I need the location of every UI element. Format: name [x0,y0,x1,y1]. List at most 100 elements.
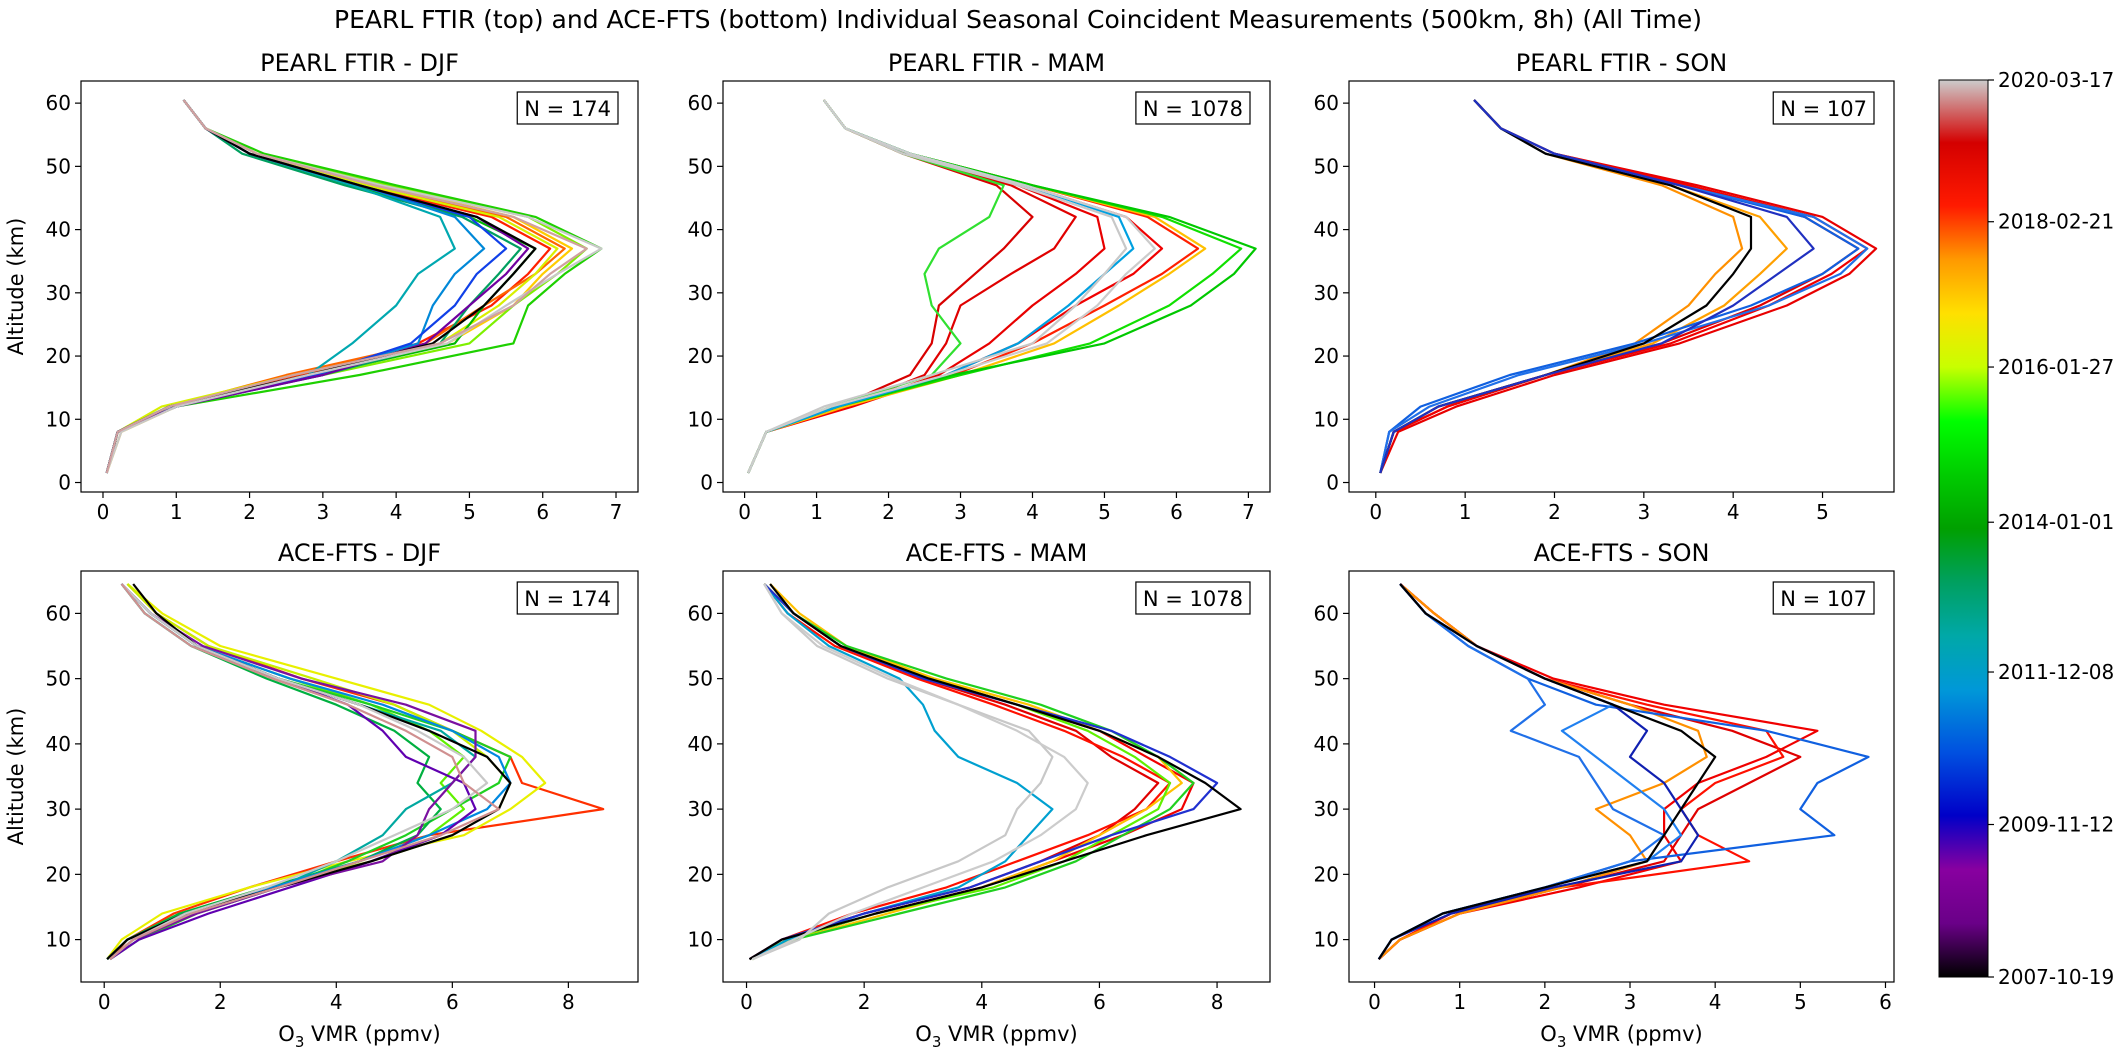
x-tick-label: 3 [316,500,329,524]
x-axis-label: O3 VMR (ppmv) [915,1022,1077,1047]
series-line-9 [747,99,1005,474]
series-line-7 [751,583,1054,961]
x-tick-label: 6 [1170,500,1183,524]
colorbar-ticks: 2020-03-17 2018-02-21 2016-01-27 2014-01-01… [1988,68,2114,989]
y-axis-label: Altitude (km) [4,218,28,356]
series-line-11 [751,583,1089,961]
series-line-3 [1378,583,1785,961]
series-line-10 [109,583,477,961]
y-tick-label: 30 [688,281,713,305]
y-tick-label: 40 [688,218,713,242]
series-line-10 [751,583,1054,961]
x-tick-label: 7 [1242,500,1255,524]
sample-count-badge: N = 107 [1772,91,1875,125]
x-tick-label: 2 [1548,500,1561,524]
series-group [1379,99,1878,474]
x-tick-label: 5 [1794,990,1807,1014]
series-line-6 [1379,99,1860,474]
colorbar-tick-label: 2007-10-19 [1998,965,2114,989]
y-tick-label: 40 [1314,218,1339,242]
series-line-9 [109,583,477,961]
y-tick-label: 50 [46,154,71,178]
axes-frame [80,570,639,983]
sample-count-badge: N = 107 [1772,581,1875,615]
y-tick-label: 0 [700,471,713,495]
x-tick-label: 6 [1879,990,1892,1014]
sample-count-badge: N = 1078 [1135,581,1251,615]
axes-frame [1348,570,1895,983]
sample-count-badge: N = 174 [516,91,619,125]
y-tick-label: 60 [46,91,71,115]
series-line-5 [748,583,1172,961]
y-tick-label: 40 [46,732,71,756]
x-tick-label: 0 [738,500,751,524]
series-line-13 [105,99,537,474]
colorbar-tick-label: 2020-03-17 [1998,68,2114,92]
x-tick-label: 4 [390,500,403,524]
series-group [747,99,1257,474]
x-tick-label: 6 [446,990,459,1014]
y-axis-label: Altitude (km) [4,708,28,846]
colorbar-tick-label: 2011-12-08 [1998,660,2114,684]
x-tick-label: 4 [975,990,988,1014]
y-tick-label: 30 [1314,281,1339,305]
x-tick-label: 0 [97,500,110,524]
series-line-13 [109,583,500,961]
panel-title: PEARL FTIR - SON [1516,49,1728,77]
x-tick-label: 1 [810,500,823,524]
y-tick-label: 50 [46,667,71,691]
y-tick-label: 10 [46,407,71,431]
series-line-2 [105,99,566,474]
y-tick-label: 20 [688,344,713,368]
x-tick-label: 2 [882,500,895,524]
x-tick-label: 3 [954,500,967,524]
y-tick-label: 60 [688,91,713,115]
y-tick-label: 50 [1314,154,1339,178]
x-tick-label: 2 [1538,990,1551,1014]
x-tick-label: 4 [1026,500,1039,524]
series-line-2 [1378,583,1819,961]
series-line-9 [748,583,1242,961]
x-tick-label: 2 [858,990,871,1014]
colorbar-tick-label: 2018-02-21 [1998,210,2114,234]
y-tick-label: 30 [1314,797,1339,821]
y-tick-label: 60 [1314,91,1339,115]
panel-title: ACE-FTS - SON [1534,539,1710,567]
x-tick-label: 1 [1459,500,1472,524]
panel-1: PEARL FTIR - DJF 0 1 2 3 4 5 6 7 0 10 20 30 40 50 60 Alt… [4,49,639,524]
series-line-12 [109,583,489,961]
series-line-8 [105,99,522,474]
y-tick-label: 50 [1314,667,1339,691]
series-group [105,99,603,474]
y-tick-label: 40 [1314,732,1339,756]
x-tick-label: 3 [1637,500,1650,524]
axes-frame [80,80,639,493]
x-tick-label: 4 [330,990,343,1014]
panel-title: PEARL FTIR - MAM [888,49,1105,77]
y-tick-label: 60 [1314,601,1339,625]
axes-frame [722,80,1271,493]
x-tick-label: 5 [1098,500,1111,524]
y-tick-label: 10 [1314,407,1339,431]
x-axis-label: O3 VMR (ppmv) [1540,1022,1702,1047]
series-line-1 [1379,99,1860,474]
panel-2: PEARL FTIR - MAM 0 1 2 3 4 5 6 7 0 10 20 30 40 50 60 N =… [688,49,1271,524]
series-line-2 [1379,99,1878,474]
x-tick-label: 0 [1368,990,1381,1014]
x-tick-label: 0 [98,990,111,1014]
series-line-15 [105,99,588,474]
x-tick-label: 2 [214,990,227,1014]
series-line-7 [747,99,1243,474]
y-tick-label: 40 [46,218,71,242]
series-line-11 [747,99,1128,474]
y-tick-label: 30 [688,797,713,821]
y-tick-label: 20 [46,862,71,886]
series-line-5 [1379,99,1788,474]
panel-5: ACE-FTS - MAM 0 2 4 6 8 10 20 30 40 50 60 O3 VMR (pp… [688,539,1271,1047]
svg-text:N = 107: N = 107 [1780,97,1867,121]
y-tick-label: 20 [46,344,71,368]
x-tick-label: 0 [1369,500,1382,524]
panel-6: ACE-FTS - SON 0 1 2 3 4 5 6 10 20 30 40 50 60 O3 VMR (… [1314,539,1895,1047]
series-group [106,583,605,961]
sample-count-badge: N = 174 [516,581,619,615]
